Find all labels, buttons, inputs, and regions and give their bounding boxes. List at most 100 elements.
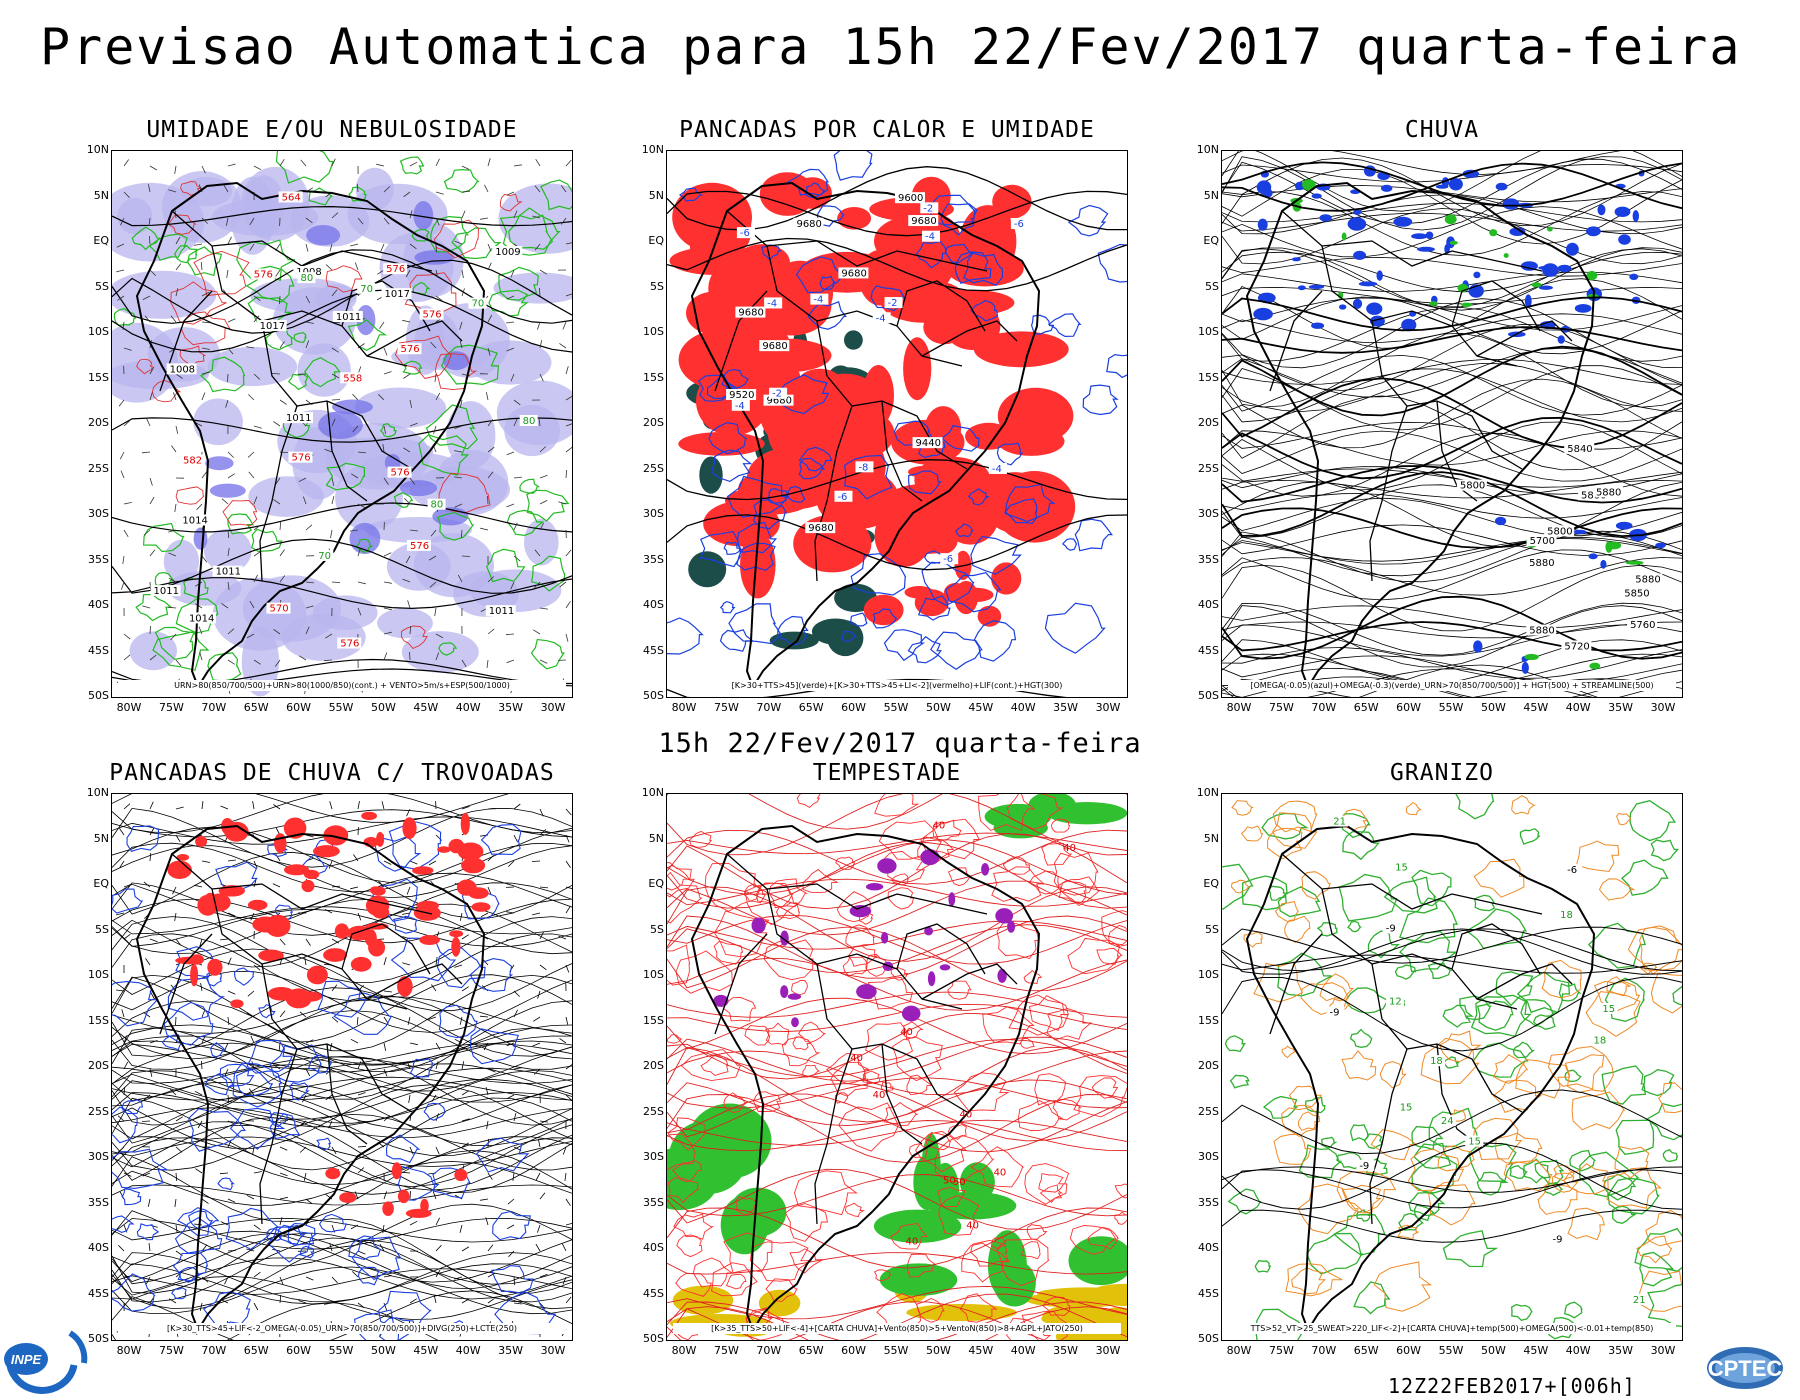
- streamline: [1222, 484, 1682, 538]
- wind-vector: [506, 1224, 515, 1230]
- wind-vector: [220, 1221, 229, 1226]
- wind-vector: [435, 269, 439, 278]
- wind-vector: [357, 1250, 366, 1255]
- contour-line: [222, 500, 258, 527]
- wind-vector: [275, 477, 281, 485]
- wind-vector: [149, 269, 156, 276]
- shaded-area: [1444, 214, 1457, 225]
- map-umidade[interactable]: 1011100810091011101710141008101110141017…: [111, 150, 573, 698]
- contour-line: [148, 233, 188, 261]
- contour-label-bg: [1382, 922, 1401, 934]
- shaded-area: [1461, 302, 1473, 307]
- shaded-area: [844, 330, 863, 350]
- contour-label-bg: [834, 490, 853, 502]
- shaded-area: [451, 936, 461, 957]
- streamline: [112, 872, 572, 920]
- latitude-label: 25S: [88, 461, 109, 475]
- contour-line: [434, 219, 479, 259]
- contour-line: [1428, 1184, 1476, 1226]
- latitude-label: 15S: [88, 1013, 109, 1027]
- contour-line: [325, 462, 365, 491]
- shaded-area: [997, 968, 1007, 983]
- contour-line: [1522, 1158, 1551, 1184]
- wind-vector: [253, 879, 257, 888]
- streamline: [667, 1119, 1127, 1146]
- streamline: [1222, 1089, 1682, 1155]
- map-tempestade[interactable]: 40 40 40 50 40 40 40 40 40 50 40 [K>35_TTS>50+LIF<…: [666, 793, 1128, 1341]
- contour-line: [932, 819, 962, 841]
- wind-vector: [149, 496, 155, 505]
- streamline: [112, 1184, 572, 1206]
- shaded-area: [1297, 285, 1306, 291]
- streamline: [112, 1237, 572, 1303]
- streamline: [1222, 432, 1682, 497]
- longitude-label: 30W: [1095, 1344, 1121, 1357]
- contour-line: [112, 1148, 169, 1189]
- wind-vector: [168, 577, 177, 583]
- contour-line: [1097, 243, 1127, 283]
- wind-vector: [479, 1015, 489, 1018]
- wind-vector: [305, 217, 313, 224]
- streamline: [112, 995, 572, 1060]
- map-chuva[interactable]: 5880588058805850588058405880580057605720…: [1221, 150, 1683, 698]
- latitude-label: 35S: [1198, 552, 1219, 566]
- latitude-label: 20S: [88, 416, 109, 429]
- wind-vector: [407, 1016, 411, 1025]
- contour-line: [1030, 314, 1055, 336]
- wind-vector: [482, 958, 489, 966]
- map-pancadas-calor[interactable]: 9680 9680 9680 9680 9680 9680 9680 9600 9520 9440…: [666, 150, 1128, 698]
- wind-vector: [435, 191, 444, 195]
- wind-vector: [565, 964, 570, 973]
- contour-label-bg: [908, 215, 939, 227]
- wind-vector: [329, 243, 333, 252]
- contour-label: -4: [992, 464, 1002, 475]
- contour-line: [1399, 930, 1458, 973]
- map-pancadas-trovoadas[interactable]: [K>30_TTS>45+LIF<-2_OMEGA(-0.05)_URN>70(…: [111, 793, 573, 1341]
- longitude-label: 60W: [286, 701, 312, 714]
- wind-vector: [225, 399, 229, 408]
- contour-line: [1537, 1184, 1578, 1215]
- wind-vector: [539, 886, 549, 889]
- wind-vector: [278, 1042, 281, 1052]
- shaded-area: [244, 175, 285, 238]
- wind-vector: [227, 1250, 237, 1252]
- wind-vector: [141, 1120, 151, 1122]
- contour-line: [752, 498, 788, 530]
- contour-line: [970, 299, 999, 322]
- contour-line: [1650, 972, 1682, 1014]
- shaded-area: [862, 365, 894, 426]
- contour-line: [236, 1068, 274, 1097]
- wind-vector: [535, 1172, 541, 1181]
- wind-vector: [379, 321, 385, 329]
- contour-line: [833, 151, 873, 181]
- contour-line: [1383, 876, 1438, 914]
- contour-line: [959, 1293, 998, 1323]
- latitude-label: 30S: [1198, 507, 1219, 520]
- shaded-area: [907, 537, 952, 554]
- latitude-label: 25S: [643, 1104, 664, 1118]
- longitude-label: 40W: [1010, 1344, 1036, 1357]
- longitude-label: 65W: [798, 1344, 824, 1357]
- contour-line: [1067, 204, 1109, 237]
- contour-line: [1306, 1232, 1364, 1275]
- contour-label-bg: [150, 585, 181, 597]
- wind-vector: [539, 1120, 548, 1123]
- streamline: [112, 1076, 572, 1101]
- contour-line: [1353, 1281, 1391, 1315]
- streamline: [1222, 332, 1682, 408]
- contour-label: 1008: [170, 364, 195, 375]
- wind-vector: [564, 1172, 567, 1181]
- wind-vector: [428, 1016, 437, 1020]
- wind-vector: [305, 340, 310, 349]
- wind-vector: [227, 912, 236, 917]
- contour-label: 564: [282, 192, 301, 203]
- map-granizo[interactable]: 181815211815121521241815-6-9-9-9-9 TTS>5…: [1221, 793, 1683, 1341]
- shaded-area: [1495, 516, 1507, 526]
- contour-line: [996, 442, 1024, 466]
- contour-line: [744, 882, 800, 926]
- contour-label-bg: [1621, 587, 1652, 599]
- coastline: [135, 824, 486, 1333]
- contour-line: [1553, 1164, 1575, 1182]
- contour-label: 5880: [1529, 626, 1554, 637]
- wind-vector: [253, 964, 261, 971]
